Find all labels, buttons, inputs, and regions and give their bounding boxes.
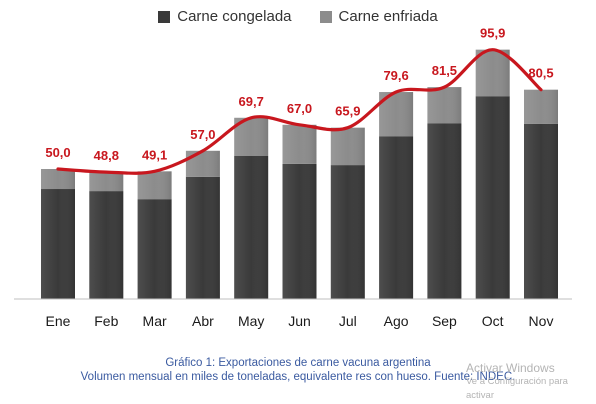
legend-item-congelada: Carne congelada [158,8,292,25]
data-label-jun: 67,0 [287,101,312,116]
bar-shading-enfriada-oct [475,49,510,97]
chart-caption-title: Gráfico 1: Exportaciones de carne vacuna… [165,357,431,369]
data-label-ene: 50,0 [45,145,70,160]
legend-item-enfriada: Carne enfriada [319,8,438,25]
bar-shading-congelada-jun [282,163,317,299]
bar-shading-congelada-feb [89,191,124,299]
x-tick-label-ene: Ene [46,313,71,329]
bar-shading-enfriada-ene [41,169,75,190]
x-tick-label-ago: Ago [384,313,409,329]
chart-caption-subtitle: Volumen mensual en miles de toneladas, e… [80,371,516,383]
legend-label-enfriada: Carne enfriada [338,8,438,25]
data-label-may: 69,7 [239,94,264,109]
bar-chart: 50,0 48,8 49,1 57,0 69,7 67,0 65,9 79,6 81,5 95,9… [14,26,572,329]
data-label-feb: 48,8 [94,148,119,163]
bar-shading-enfriada-abr [185,150,220,177]
x-tick-label-sep: Sep [432,313,457,329]
bar-shading-enfriada-mar [137,171,172,200]
watermark-subtitle: Ve a Configuración para activar [466,376,568,401]
bar-shading-congelada-oct [475,96,510,299]
x-tick-label-oct: Oct [482,313,504,329]
bar-shading-congelada-ago [379,136,414,299]
total-trend-line [56,48,543,175]
legend: Carne congelada Carne enfriada [0,8,596,25]
watermark-title: Activar Windows [466,361,555,375]
bar-shading-congelada-may [234,156,269,299]
data-label-mar: 49,1 [142,147,167,162]
x-tick-label-nov: Nov [529,313,554,329]
x-tick-label-feb: Feb [94,313,118,329]
legend-swatch-congelada [158,10,171,23]
bar-shading-congelada-nov [524,123,558,299]
data-label-abr: 57,0 [190,127,215,142]
x-tick-label-abr: Abr [192,313,214,329]
bar-shading-congelada-sep [427,123,462,299]
bar-shading-enfriada-jun [282,124,317,164]
bar-shading-enfriada-sep [427,87,462,124]
x-tick-label-jul: Jul [339,313,357,329]
x-tick-label-jun: Jun [288,313,311,329]
data-label-oct: 95,9 [480,26,505,41]
bar-shading-congelada-abr [185,176,220,299]
bar-shading-congelada-jul [330,165,365,299]
x-tick-label-may: May [238,313,264,329]
legend-label-congelada: Carne congelada [177,8,292,25]
bar-shading-enfriada-jul [330,127,365,166]
bar-shading-enfriada-feb [89,172,124,192]
bar-shading-enfriada-nov [524,89,558,124]
data-label-jul: 65,9 [335,104,360,119]
bar-shading-congelada-mar [137,199,172,299]
windows-activation-watermark: Activar Windows Ve a Configuración para … [466,361,596,403]
data-label-ago: 79,6 [383,68,408,83]
legend-swatch-enfriada [319,10,332,23]
bar-shading-congelada-ene [41,189,75,299]
x-tick-label-mar: Mar [143,313,167,329]
data-label-nov: 80,5 [528,66,553,81]
data-label-sep: 81,5 [432,63,457,78]
